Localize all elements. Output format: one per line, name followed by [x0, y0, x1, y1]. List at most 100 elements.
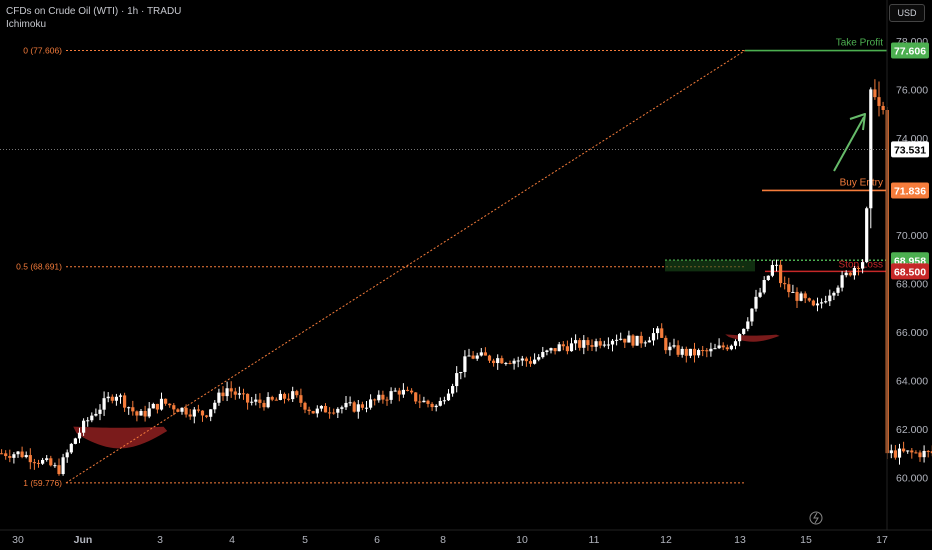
candle-up — [475, 355, 479, 359]
candle-down — [20, 451, 24, 458]
level-price-badge-bg — [891, 42, 929, 59]
candle-up — [582, 340, 586, 348]
candle-down — [131, 407, 135, 412]
candle-up — [606, 344, 610, 346]
candle-down — [299, 395, 303, 403]
time-tick-label: 13 — [734, 534, 746, 546]
price-tick-label: 76.000 — [896, 85, 928, 97]
candle-up — [446, 393, 451, 401]
candle-down — [172, 405, 176, 410]
time-tick-label: 5 — [302, 534, 308, 546]
candle-up — [139, 410, 143, 416]
time-tick-label: 6 — [374, 534, 380, 546]
time-tick-label: Jun — [74, 534, 93, 546]
candle-up — [147, 408, 151, 417]
stop-zone — [665, 260, 755, 272]
candle-up — [455, 373, 459, 387]
candle-up — [217, 392, 221, 403]
candle-down — [803, 293, 807, 299]
candle-down — [328, 412, 332, 414]
candle-down — [561, 344, 565, 347]
candle-up — [729, 345, 733, 350]
candle-down — [807, 298, 811, 301]
candle-down — [303, 402, 307, 410]
candle-up — [344, 402, 348, 408]
candle-up — [225, 388, 229, 397]
candle-up — [688, 348, 692, 356]
candle-up — [451, 386, 455, 394]
candle-down — [508, 363, 512, 365]
candle-up — [897, 448, 902, 458]
candle-up — [82, 420, 86, 433]
candle-down — [500, 358, 504, 364]
candle-up — [758, 292, 762, 297]
time-tick-label: 3 — [157, 534, 163, 546]
candle-up — [438, 400, 442, 406]
time-tick-label: 15 — [800, 534, 812, 546]
candle-up — [401, 389, 405, 395]
candle-down — [229, 388, 233, 392]
candle-up — [697, 350, 701, 356]
candle-down — [701, 350, 705, 352]
candle-up — [815, 303, 820, 306]
currency-button[interactable]: USD — [889, 4, 925, 22]
candle-up — [250, 401, 254, 403]
candle-down — [57, 465, 61, 475]
candle-down — [598, 341, 602, 346]
candle-up — [45, 458, 49, 460]
candle-up — [635, 335, 639, 346]
candle-down — [385, 399, 389, 401]
candle-down — [164, 398, 168, 404]
candle-down — [123, 395, 127, 408]
fib-level-label: 0 (77.606) — [23, 46, 62, 56]
candle-up — [237, 393, 241, 395]
candle-up — [467, 355, 471, 357]
candle-down — [274, 399, 278, 401]
price-axis[interactable]: 60.00062.00064.00066.00068.00070.00072.0… — [886, 0, 929, 530]
candle-up — [53, 465, 57, 467]
candle-down — [639, 335, 643, 344]
candle-down — [241, 393, 246, 395]
price-tick-label: 62.000 — [896, 424, 928, 436]
candle-down — [930, 451, 932, 454]
candle-down — [492, 360, 496, 364]
price-tick-label: 64.000 — [896, 376, 928, 388]
candle-down — [524, 358, 528, 362]
candle-up — [615, 339, 619, 341]
candle-down — [902, 448, 906, 452]
candle-down — [110, 396, 114, 401]
time-axis[interactable]: 30 Jun 3 4 5 6 8 10 11 12 13 15 17 — [0, 529, 932, 550]
time-tick-label: 30 — [12, 534, 24, 546]
candle-up — [733, 341, 738, 346]
indicator-label[interactable]: Ichimoku — [6, 19, 47, 30]
candle-up — [94, 413, 98, 416]
candle-down — [893, 450, 897, 458]
candle-up — [180, 407, 184, 412]
candle-down — [721, 345, 725, 348]
candle-down — [282, 393, 287, 399]
current-price-badge: 73.531 — [894, 144, 926, 156]
candle-up — [65, 452, 69, 458]
candle-down — [660, 328, 664, 338]
candle-down — [135, 411, 139, 416]
candle-up — [610, 340, 615, 345]
candle-up — [496, 358, 500, 364]
candle-down — [196, 409, 200, 411]
candle-up — [98, 409, 102, 414]
candle-up — [656, 328, 660, 334]
candle-up — [192, 409, 196, 417]
annotations — [809, 113, 866, 525]
candle-down — [487, 355, 492, 361]
candle-up — [12, 454, 16, 458]
candle-up — [479, 352, 483, 356]
candle-down — [528, 361, 533, 364]
candle-up — [906, 450, 910, 452]
candle-up — [278, 393, 282, 400]
candle-down — [262, 402, 266, 408]
candle-up — [340, 407, 344, 409]
candle-up — [356, 404, 360, 412]
candle-down — [176, 409, 180, 412]
candle-down — [200, 410, 205, 416]
candle-down — [246, 393, 250, 403]
